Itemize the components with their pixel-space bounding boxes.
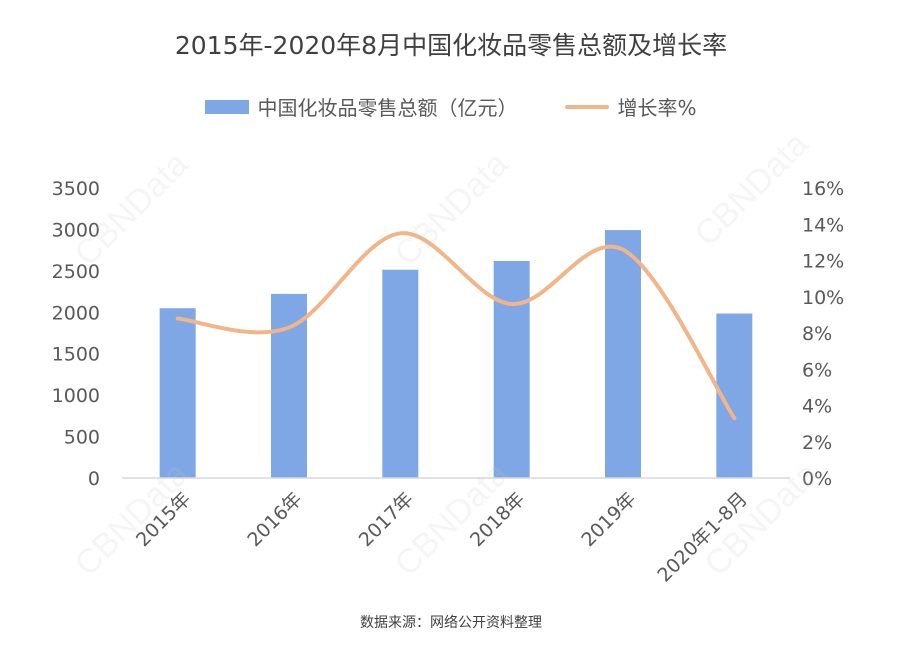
- y-left-tick-label: 500: [64, 427, 100, 449]
- legend-bar-swatch: [205, 99, 250, 114]
- y-left-tick-label: 1500: [52, 344, 100, 366]
- growth-line: [175, 231, 737, 421]
- y-right-tick-label: 6%: [802, 359, 832, 381]
- y-left-tick-label: 2000: [52, 302, 100, 324]
- legend-item-growth: 增长率%: [565, 92, 697, 121]
- legend-item-sales: 中国化妆品零售总额（亿元）: [205, 92, 517, 121]
- y-right-tick-label: 0%: [802, 468, 832, 490]
- bar: [271, 293, 307, 478]
- legend-label-growth: 增长率%: [617, 96, 697, 120]
- bar: [159, 308, 196, 478]
- x-tick-label: 2017年: [355, 488, 418, 551]
- y-right-tick-label: 4%: [802, 396, 832, 418]
- y-right-tick-label: 8%: [802, 323, 832, 345]
- x-tick-label: 2020年1-8月: [653, 488, 752, 587]
- y-left-tick-label: 1000: [52, 385, 100, 407]
- bar: [493, 260, 530, 478]
- x-tick-label: 2016年: [243, 488, 306, 551]
- legend-line-swatch: [565, 104, 610, 109]
- y-right-tick-label: 2%: [802, 432, 832, 454]
- x-tick-label: 2018年: [466, 488, 529, 551]
- y-left-tick-label: 0: [88, 468, 100, 490]
- y-right-tick-label: 10%: [802, 287, 844, 309]
- y-left-tick-label: 2500: [52, 261, 100, 283]
- legend-label-sales: 中国化妆品零售总额（亿元）: [257, 96, 518, 120]
- x-tick-label: 2015年: [132, 488, 195, 551]
- bar: [382, 269, 419, 478]
- y-right-tick-label: 14%: [802, 214, 844, 236]
- y-right-tick-label: 16%: [802, 178, 844, 200]
- y-left-tick-label: 3500: [52, 178, 100, 200]
- y-right-tick-label: 12%: [802, 251, 844, 273]
- x-tick-label: 2019年: [577, 488, 640, 551]
- legend: 中国化妆品零售总额（亿元） 增长率%: [0, 92, 902, 121]
- chart-title: 2015年-2020年8月中国化妆品零售总额及增长率: [174, 31, 728, 60]
- source-note: 数据来源：网络公开资料整理: [360, 615, 542, 631]
- y-left-tick-label: 3000: [52, 219, 100, 241]
- bar: [605, 230, 641, 478]
